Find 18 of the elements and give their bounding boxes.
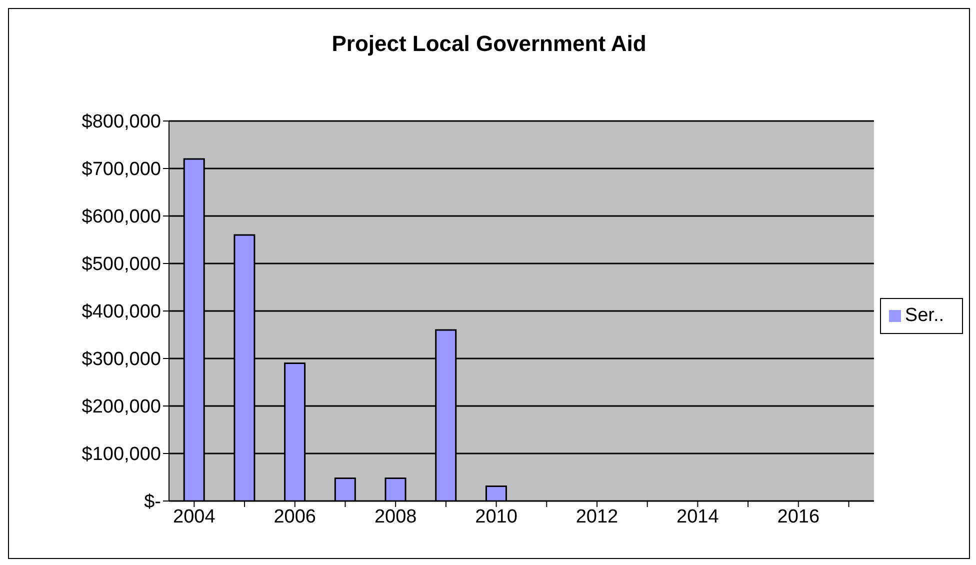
x-tick-label: 2016 <box>777 506 820 528</box>
y-tick-label: $- <box>144 492 161 513</box>
x-tick-label: 2010 <box>475 506 518 528</box>
legend-label: Ser.. <box>904 305 944 326</box>
y-tick-label: $400,000 <box>82 302 161 323</box>
chart-title: Project Local Government Aid <box>330 30 648 58</box>
y-tick-label: $100,000 <box>82 444 161 466</box>
x-tick-label: 2008 <box>374 506 417 528</box>
y-tick-label: $600,000 <box>82 206 161 228</box>
x-tick-label: 2014 <box>676 506 720 528</box>
y-tick-label: $700,000 <box>82 159 161 180</box>
x-tick-label: 2006 <box>274 506 316 528</box>
x-tick-label: 2012 <box>576 506 618 528</box>
y-tick-label: $300,000 <box>82 349 161 370</box>
x-tick-label: 2004 <box>173 506 216 528</box>
y-tick-label: $200,000 <box>82 396 161 418</box>
y-tick-label: $800,000 <box>82 112 161 133</box>
y-tick-label: $500,000 <box>82 254 161 276</box>
